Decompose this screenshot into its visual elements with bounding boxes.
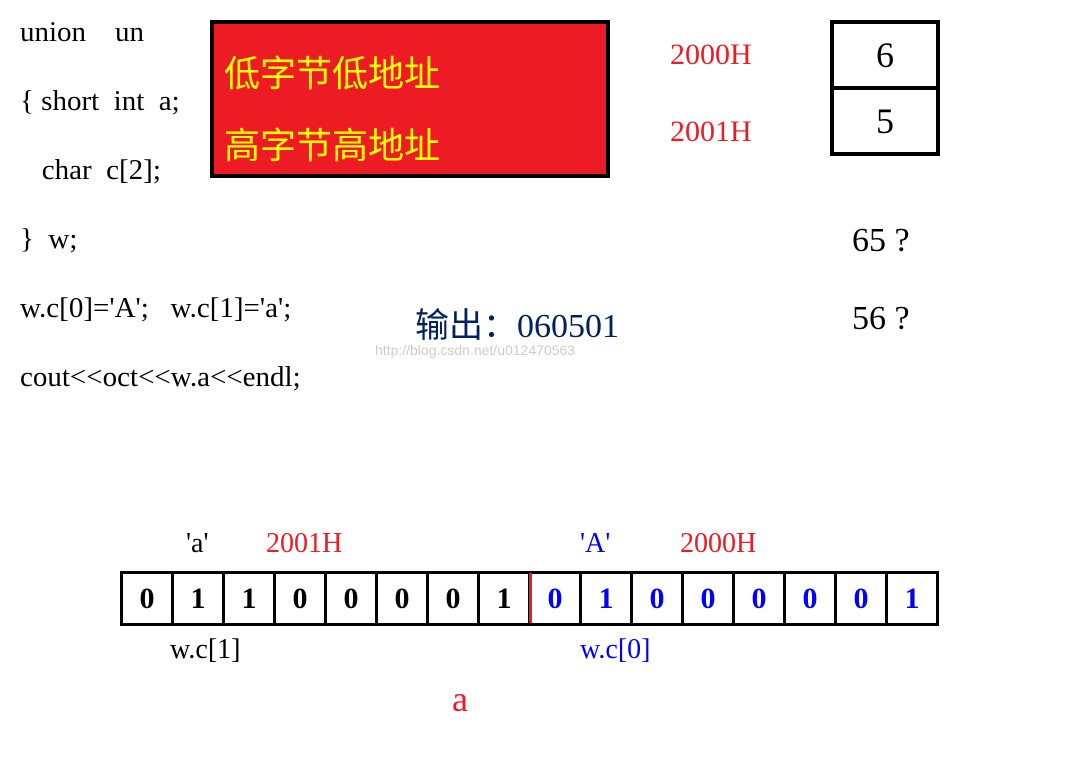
- footer-wc1: w.c[1]: [170, 634, 240, 666]
- code-line-5: w.c[0]='A'; w.c[1]='a';: [20, 294, 301, 323]
- byte-divider: [529, 573, 532, 623]
- bit-cell-14: 0: [836, 573, 887, 625]
- bit-cell-13: 0: [785, 573, 836, 625]
- watermark-text: http://blog.csdn.net/u012470563: [375, 342, 575, 358]
- bit-cell-6: 0: [428, 573, 479, 625]
- code-line-4: } w;: [20, 225, 301, 254]
- bit-cell-15: 1: [887, 573, 938, 625]
- header-a-char: 'a': [186, 528, 209, 560]
- address-label-2: 2001H: [670, 115, 752, 149]
- bit-cell-8: 0: [530, 573, 581, 625]
- bit-cell-0: 0: [122, 573, 173, 625]
- memory-cell-1: 6: [830, 20, 940, 90]
- header-A-addr: 2000H: [680, 528, 756, 560]
- endianness-box: 低字节低地址 高字节高地址: [210, 20, 610, 178]
- redbox-line1: 低字节低地址: [224, 38, 596, 110]
- header-a-addr: 2001H: [266, 528, 342, 560]
- address-label-1: 2000H: [670, 38, 752, 72]
- memory-cell-2: 5: [830, 86, 940, 156]
- memory-value-1: 6: [876, 34, 894, 76]
- question-1: 65 ?: [852, 222, 910, 260]
- memory-value-2: 5: [876, 100, 894, 142]
- code-line-6: cout<<oct<<w.a<<endl;: [20, 363, 301, 392]
- footer-wc0: w.c[0]: [580, 634, 650, 666]
- bit-cell-12: 0: [734, 573, 785, 625]
- footer-a: a: [452, 678, 468, 720]
- bit-cell-11: 0: [683, 573, 734, 625]
- bit-cell-9: 1: [581, 573, 632, 625]
- bit-cell-10: 0: [632, 573, 683, 625]
- bit-cell-1: 1: [173, 573, 224, 625]
- output-label: 输出：060501: [415, 298, 619, 347]
- redbox-line2: 高字节高地址: [224, 110, 596, 182]
- bit-cell-7: 1: [479, 573, 530, 625]
- question-2: 56 ?: [852, 300, 910, 338]
- header-A-char: 'A': [580, 528, 610, 560]
- bit-cell-3: 0: [275, 573, 326, 625]
- bit-cell-5: 0: [377, 573, 428, 625]
- bit-cell-4: 0: [326, 573, 377, 625]
- bit-cell-2: 1: [224, 573, 275, 625]
